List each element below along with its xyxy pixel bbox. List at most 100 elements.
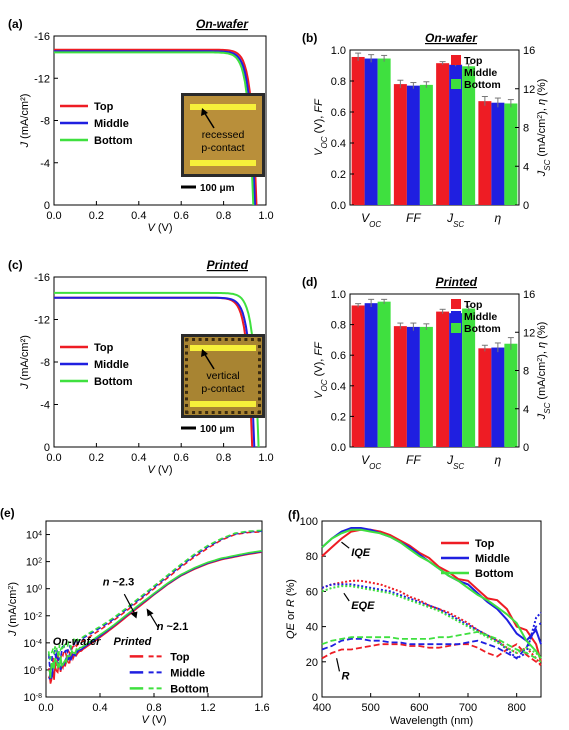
iqe-curve-bottom [321,528,542,659]
y-tick-label: 40 [306,622,318,634]
y-tick-label-right: 4 [523,404,529,416]
y-tick-label: 0.4 [331,381,346,393]
via-dot [198,338,202,341]
y-tick-label: 100 [26,584,42,596]
y-tick-label-right: 8 [523,366,529,378]
x-tick-label: 500 [361,702,379,714]
x-tick-label: 400 [313,702,331,714]
label-part: ), [536,348,548,358]
category-label: η [495,453,502,467]
category-label: η [495,211,502,225]
y-tick-label: 0.0 [331,200,346,212]
x-tick-label: 1.0 [258,210,273,222]
via-dot [185,390,188,394]
y-tick-label: 104 [26,530,42,542]
legend-label: Top [475,538,495,550]
panel-letter: (a) [8,17,23,31]
legend-label: Bottom [464,323,501,335]
label-part: J [446,211,454,225]
x-tick-label: 0.2 [89,210,104,222]
y-tick-label: 10-2 [24,611,43,623]
label-part: V [147,222,156,234]
curve-label: IQE [351,547,371,559]
category-label: FF [406,453,421,467]
label-part: QE [285,622,297,639]
y-axis-label: J (mA/cm2) [7,582,19,637]
y-tick-label: 1.0 [331,289,346,301]
label-part: (V), [313,356,325,380]
bar-top [436,63,450,205]
label-part: SC [453,462,464,471]
via-dot [250,338,254,341]
legend-swatch-top [451,299,461,309]
legend-label: Top [170,651,190,663]
label-part: (V) [155,222,173,234]
label-part: (mA/cm [7,590,19,631]
via-dot [244,338,248,341]
y-tick-label-right: 12 [523,84,535,96]
y-tick-label: 0 [44,442,50,454]
label-part: ~2.1 [163,621,188,633]
label-part: (mA/cm²) [19,335,31,383]
legend-label: Middle [170,667,205,679]
label-part: (mA/cm [536,119,548,160]
via-dot [257,338,261,341]
via-dot [185,345,188,349]
label-part: R [285,599,297,607]
y-tick-label: 1.0 [331,45,346,57]
via-dot [237,338,241,341]
label-part: OC [320,136,329,148]
label-part: SC [543,402,552,413]
legend-label: Top [94,101,114,113]
legend-header: Printed [114,636,152,648]
y-tick-label: -12 [34,73,50,85]
scale-bar-label: 100 μm [200,424,235,435]
curve-label-arrow [343,592,350,602]
y-tick-label: -16 [34,31,50,43]
label-part: J [7,630,19,637]
label-part: (mA/cm²) [19,94,31,142]
via-dot [185,403,188,407]
x-tick-label: 0.0 [38,702,53,714]
y-tick-label-right: 16 [523,289,535,301]
label-part: OC [320,379,329,391]
y-tick-label-right: 0 [523,200,529,212]
label-part: (%) [536,79,548,99]
y-tick-label: 0.6 [331,107,346,119]
y-tick-label: 0.0 [331,442,346,454]
bar-top [436,311,450,447]
label-part: FF [313,98,325,113]
x-tick-label: 0.0 [46,210,61,222]
x-tick-label: 0.8 [146,702,161,714]
label-part: η [536,342,548,348]
r-curve-bottom [321,630,542,663]
label-part: 4 [38,530,42,537]
y-tick-label: 0.2 [331,169,346,181]
bar-bottom [462,66,476,206]
bar-top [393,326,407,447]
label-part: J [19,383,31,390]
label-part: -4 [36,638,42,645]
label-part: V [313,390,325,399]
category-label: JSC [446,453,464,471]
y-axis-label: QE or R (%) [285,579,297,639]
legend-swatch-bottom [451,79,461,89]
via-dot [198,411,202,414]
category-label: VOC [361,453,381,471]
via-dot [231,338,235,341]
legend-label: Top [94,342,114,354]
bar-middle [491,347,505,447]
y-axis-label-right: JSC (mA/cm2), η (%) [536,79,552,178]
y-axis-label: J (mA/cm²) [19,335,31,390]
y-tick-label: -12 [34,315,50,327]
bar-bottom [377,301,391,447]
y-tick-label: -4 [40,400,50,412]
panel-c: 0.0 0.2 0.4 0.6 0.8 1.0 -16 -12 -8 -4 0 V (V) J (mA/… [8,258,274,476]
bar-bottom [462,308,476,447]
x-tick-label: 0.0 [46,452,61,464]
y-tick-label: 102 [26,557,42,569]
label-part: (V) [155,464,173,476]
x-tick-label: 0.6 [174,210,189,222]
label-part: (V), [313,113,325,137]
